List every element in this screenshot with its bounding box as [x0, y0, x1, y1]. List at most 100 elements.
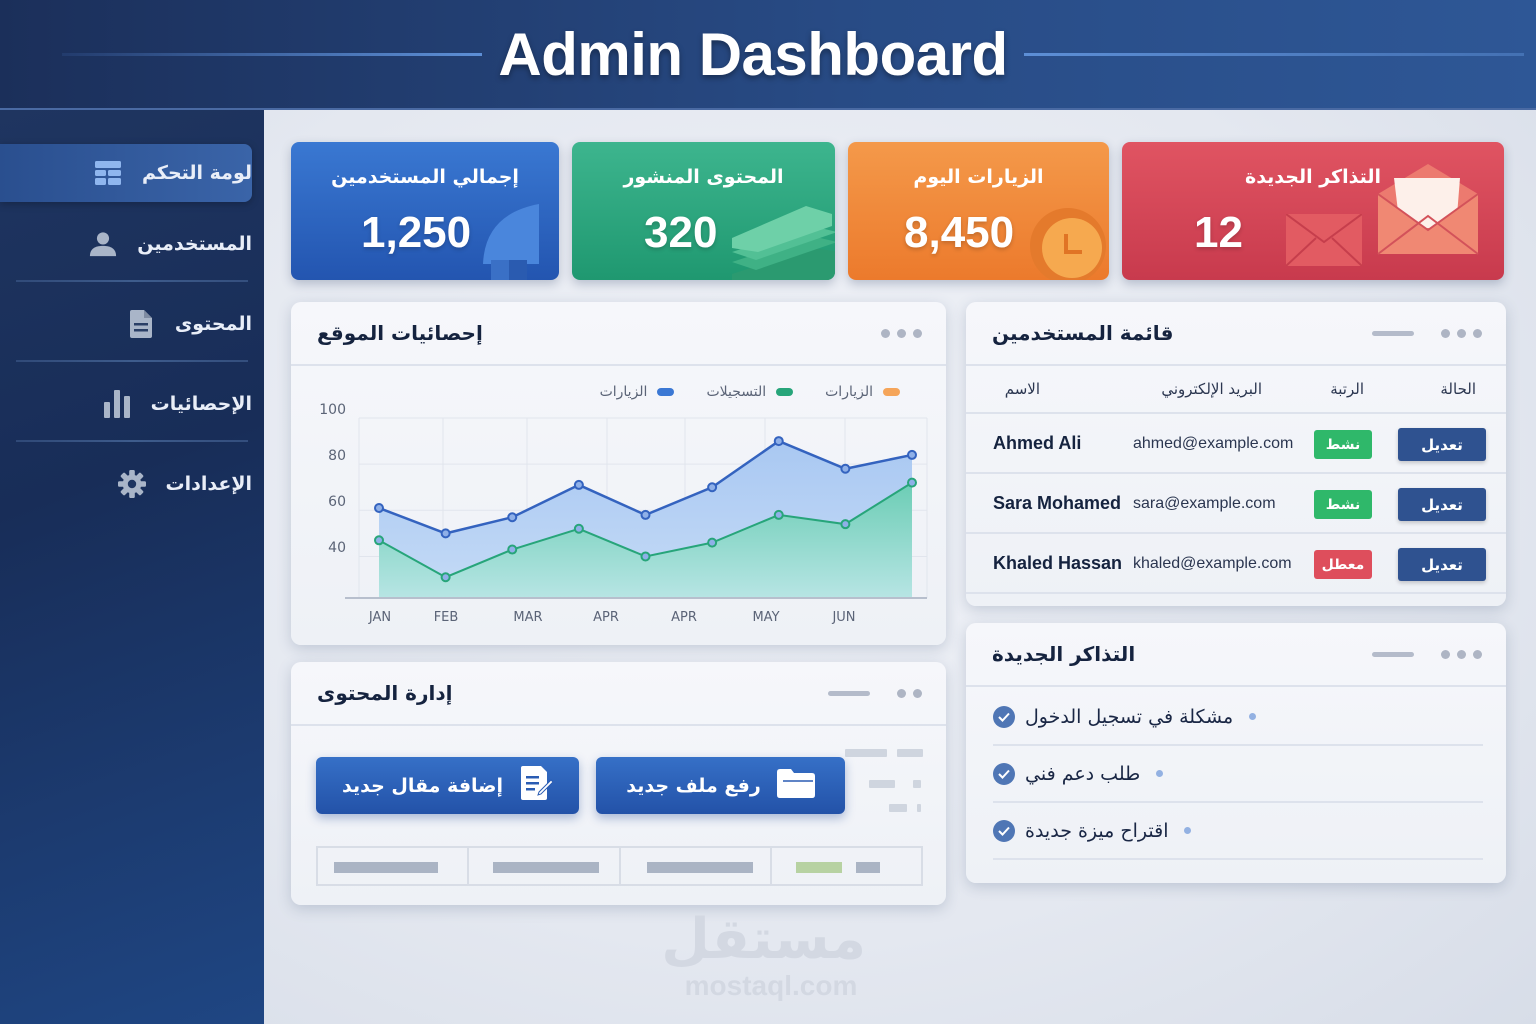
placeholder-line [869, 780, 895, 788]
bullet-dot [1249, 713, 1257, 720]
more-options-icon[interactable] [881, 328, 922, 338]
page-title: Admin Dashboard [498, 20, 1008, 88]
sidebar-item-statistics[interactable]: الإحصائيات [0, 375, 252, 433]
panel-title: إحصائيات الموقع [317, 321, 483, 345]
x-tick: MAY [752, 610, 780, 625]
top-header: Admin Dashboard [0, 0, 1536, 110]
ticket-item[interactable]: اقتراح ميزة جديدة [993, 803, 1483, 860]
upload-file-label: رفع ملف جديد [626, 774, 761, 797]
panel-header: قائمة المستخدمين [966, 302, 1506, 366]
ticket-text: اقتراح ميزة جديدة [1025, 819, 1169, 842]
area-chart [345, 417, 928, 599]
x-tick: FEB [433, 610, 459, 625]
stat-card-published-content[interactable]: المحتوى المنشور 320 [572, 142, 835, 280]
legend-item: الزيارات [825, 384, 900, 400]
more-options-icon[interactable] [1372, 328, 1482, 338]
legend-item: الزيارات [600, 384, 675, 400]
sidebar-item-users[interactable]: المستخدمين [0, 215, 252, 273]
user-silhouette-icon [483, 204, 543, 280]
sidebar-divider [16, 440, 248, 442]
status-badge: نشط [1314, 430, 1372, 459]
clock-icon [1026, 204, 1106, 280]
panel-title: إدارة المحتوى [317, 681, 453, 705]
envelope-icon [1285, 213, 1363, 270]
user-email: sara@example.com [1133, 495, 1276, 512]
status-badge: نشط [1314, 490, 1372, 519]
x-tick: JAN [368, 610, 392, 625]
new-tickets-panel: التذاكر الجديدة مشكلة في تسجيل الدخول طل… [966, 623, 1506, 883]
sidebar-item-label: المستخدمين [137, 233, 252, 255]
edit-user-button[interactable]: تعديل [1398, 428, 1486, 461]
gear-icon [117, 470, 146, 498]
legend-swatch [776, 388, 794, 396]
header-divider-left [62, 52, 483, 56]
stacked-pages-icon [732, 202, 835, 280]
sidebar-item-label: الإعدادات [165, 473, 252, 495]
sidebar-divider [16, 360, 248, 362]
stat-card-visits-today[interactable]: الزيارات اليوم 8,450 [848, 142, 1109, 280]
users-list-panel: قائمة المستخدمين الحالة الرتبة البريد ال… [966, 302, 1506, 606]
watermark: مستقل mostaql.com [661, 910, 866, 1002]
panel-header: التذاكر الجديدة [966, 623, 1506, 687]
add-article-icon [519, 766, 554, 805]
legend-label: التسجيلات [706, 384, 767, 400]
sidebar-divider [16, 280, 248, 282]
stat-value: 8,450 [904, 208, 1015, 257]
column-header-name: الاسم [1004, 380, 1040, 398]
sidebar: لومة التحكم المستخدمين المحتوى الإحصائيا… [0, 110, 264, 1024]
user-name: Ahmed Ali [993, 433, 1082, 453]
dashboard-icon [94, 159, 122, 187]
table-row: Khaled Hassan khaled@example.com معطل تع… [966, 534, 1506, 594]
stat-label: إجمالي المستخدمين [331, 166, 519, 188]
placeholder-line [917, 804, 921, 812]
ticket-item[interactable]: مشكلة في تسجيل الدخول [993, 689, 1483, 746]
y-tick: 60 [328, 494, 346, 510]
bullet-dot [1156, 770, 1164, 777]
sidebar-item-settings[interactable]: الإعدادات [0, 455, 252, 513]
stat-card-new-tickets[interactable]: التذاكر الجديدة 12 [1122, 142, 1504, 280]
table-header: الحالة الرتبة البريد الإلكتروني الاسم [966, 366, 1506, 414]
placeholder-line [845, 749, 887, 757]
bullet-dot [1184, 827, 1192, 834]
legend-swatch [883, 388, 900, 396]
user-icon [89, 230, 117, 258]
add-article-button[interactable]: إضافة مقال جديد [316, 757, 579, 814]
sidebar-item-label: الإحصائيات [150, 393, 252, 415]
sidebar-item-dashboard[interactable]: لومة التحكم [0, 144, 252, 202]
check-circle-icon [993, 705, 1015, 728]
x-tick: MAR [513, 610, 543, 625]
open-envelope-icon [1376, 164, 1480, 260]
stat-value: 320 [644, 208, 718, 257]
legend-label: الزيارات [825, 384, 873, 400]
sidebar-item-content[interactable]: المحتوى [0, 295, 252, 353]
ticket-text: طلب دعم فني [1025, 762, 1141, 785]
column-header-status: الحالة [1440, 380, 1476, 398]
check-circle-icon [993, 819, 1015, 842]
content-management-panel: إدارة المحتوى إضافة مقال جديد رفع ملف جد… [291, 662, 946, 905]
table-row: Ahmed Ali ahmed@example.com نشط تعديل [966, 414, 1506, 474]
sidebar-item-label: لومة التحكم [142, 162, 252, 184]
x-tick: APR [671, 610, 697, 625]
stat-label: المحتوى المنشور [623, 166, 784, 188]
more-options-icon[interactable] [828, 688, 922, 698]
folder-icon [776, 768, 815, 803]
user-email: khaled@example.com [1133, 555, 1292, 572]
y-tick: 80 [328, 448, 346, 464]
ticket-text: مشكلة في تسجيل الدخول [1025, 705, 1234, 728]
panel-title: التذاكر الجديدة [992, 642, 1136, 666]
document-icon [127, 310, 155, 338]
site-statistics-panel: إحصائيات الموقع الزيارات التسجيلات الزيا… [291, 302, 946, 645]
main-content: إجمالي المستخدمين 1,250 المحتوى المنشور … [264, 110, 1536, 1024]
edit-user-button[interactable]: تعديل [1398, 488, 1486, 521]
panel-header: إدارة المحتوى [291, 662, 946, 726]
stat-card-total-users[interactable]: إجمالي المستخدمين 1,250 [291, 142, 559, 280]
more-options-icon[interactable] [1372, 649, 1482, 659]
legend-swatch [657, 388, 675, 396]
column-header-email: البريد الإلكتروني [1161, 380, 1262, 398]
placeholder-line [913, 780, 921, 788]
edit-user-button[interactable]: تعديل [1398, 548, 1486, 581]
watermark-url: mostaql.com [684, 970, 858, 1001]
upload-file-button[interactable]: رفع ملف جديد [596, 757, 845, 814]
ticket-item[interactable]: طلب دعم فني [993, 746, 1483, 803]
placeholder-line [897, 749, 923, 757]
